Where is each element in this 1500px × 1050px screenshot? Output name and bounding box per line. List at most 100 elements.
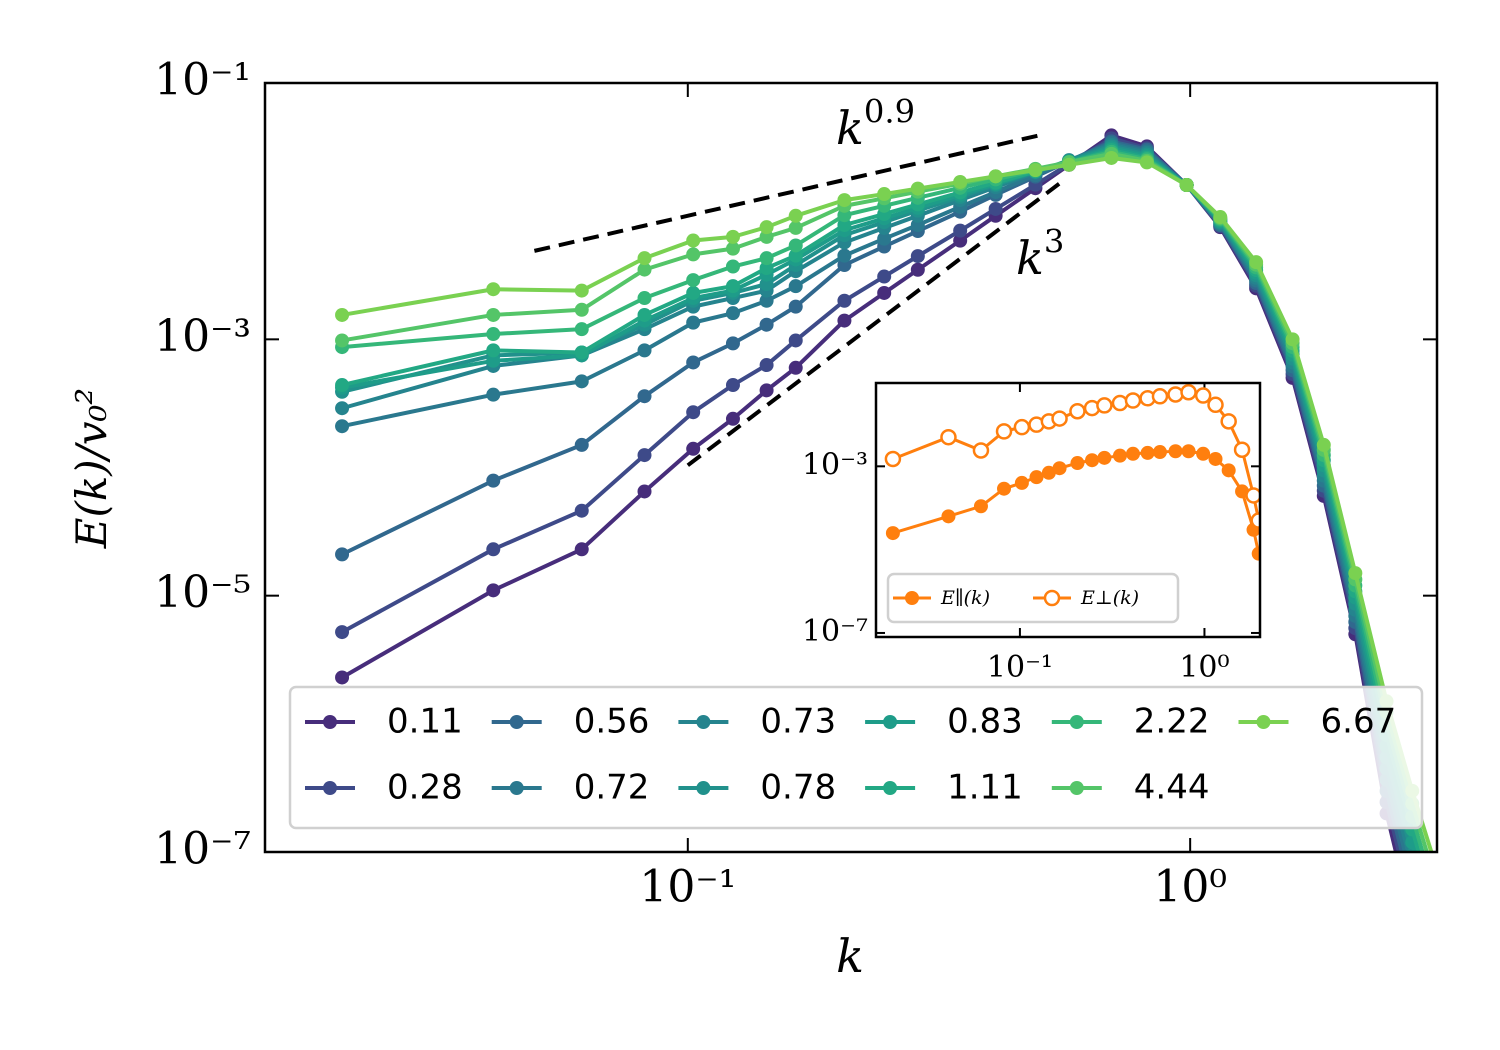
data-point <box>837 313 852 328</box>
data-point <box>1208 451 1223 466</box>
data-point <box>837 217 852 232</box>
data-point <box>953 174 968 189</box>
legend-label: E∥(k) <box>940 587 990 609</box>
legend-label: 0.11 <box>387 702 463 742</box>
data-point <box>1249 255 1264 270</box>
data-point <box>941 509 956 524</box>
data-point <box>988 169 1003 184</box>
data-point <box>486 387 501 402</box>
series-group <box>884 383 1260 561</box>
legend-label: 6.67 <box>1321 702 1397 742</box>
data-point <box>940 428 957 446</box>
data-point <box>335 625 350 640</box>
data-point <box>486 473 501 488</box>
data-point <box>1096 397 1113 414</box>
data-point <box>1069 402 1086 420</box>
data-point <box>335 419 350 434</box>
x-tick-label: 10⁰ <box>1179 650 1229 685</box>
guide-label: k3 <box>1016 222 1064 285</box>
data-point <box>574 322 589 337</box>
data-point <box>759 383 774 398</box>
legend: E∥(k) E⊥(k) <box>886 572 1180 624</box>
data-point <box>759 317 774 332</box>
data-point <box>637 262 652 277</box>
data-point <box>574 283 589 298</box>
data-point <box>574 345 589 360</box>
data-point <box>686 285 701 300</box>
data-point <box>1251 546 1260 561</box>
data-point <box>1140 445 1155 460</box>
data-point <box>788 208 803 223</box>
y-tick-label: 10⁻⁵ <box>154 567 251 618</box>
data-point <box>486 542 501 557</box>
data-point <box>1316 437 1331 452</box>
data-point <box>725 378 740 393</box>
legend: 0.11 0.28 0.56 0.72 0.73 0.78 0.83 1.11 2.22 4.44… <box>288 685 1424 830</box>
y-tick-label: 10⁻¹ <box>154 55 251 106</box>
data-point <box>1104 150 1119 165</box>
data-point <box>1168 444 1183 459</box>
data-point <box>637 389 652 404</box>
data-point <box>837 193 852 208</box>
data-point <box>788 360 803 375</box>
data-point <box>574 374 589 389</box>
data-point <box>637 343 652 358</box>
guide-line <box>533 133 1040 253</box>
data-point <box>1124 392 1142 409</box>
legend-marker <box>905 591 919 605</box>
data-point <box>1179 178 1194 193</box>
data-point <box>995 423 1013 440</box>
data-point <box>1028 163 1043 178</box>
data-point <box>574 302 589 317</box>
legend-label: 0.72 <box>574 768 650 808</box>
data-point <box>637 484 652 499</box>
legend-marker <box>509 781 524 795</box>
data-point <box>1013 418 1031 436</box>
data-point <box>759 229 774 244</box>
y-tick-label: 10⁻³ <box>154 311 251 362</box>
data-point <box>788 238 803 253</box>
legend-marker <box>883 781 898 795</box>
legend-marker <box>883 715 898 729</box>
data-point <box>1213 210 1228 225</box>
data-point <box>1111 394 1129 412</box>
data-point <box>1181 444 1196 459</box>
guide-label-base: k <box>836 101 864 155</box>
legend-marker <box>323 781 337 795</box>
data-point <box>1125 446 1140 461</box>
data-point <box>1139 155 1154 170</box>
x-tick-label: 10⁰ <box>1153 862 1227 913</box>
data-point <box>1112 448 1127 463</box>
data-point <box>335 378 350 393</box>
data-point <box>1062 157 1077 172</box>
data-point <box>725 259 740 274</box>
legend-marker <box>1043 589 1061 607</box>
data-point <box>1221 463 1236 478</box>
data-point <box>1180 383 1197 401</box>
legend-label: 0.28 <box>387 768 463 808</box>
data-point <box>988 201 1003 216</box>
legend-marker <box>509 715 524 729</box>
data-point <box>686 233 701 248</box>
data-point <box>1220 413 1237 430</box>
data-point <box>788 299 803 314</box>
legend-label: 4.44 <box>1134 768 1210 808</box>
data-point <box>686 405 701 420</box>
data-point <box>1348 566 1363 581</box>
data-point <box>686 247 701 262</box>
axes-frame <box>874 381 1262 639</box>
data-point <box>1233 441 1251 458</box>
data-point <box>788 279 803 294</box>
data-point <box>686 315 701 330</box>
data-point <box>335 401 350 416</box>
guide-line <box>686 181 1061 467</box>
data-point <box>1070 456 1085 471</box>
legend-marker <box>696 715 711 729</box>
data-point <box>725 241 740 256</box>
guide-label-exponent: 3 <box>1044 222 1064 260</box>
data-point <box>486 282 501 297</box>
data-point <box>953 233 968 248</box>
legend-label: E⊥(k) <box>1080 587 1139 609</box>
data-point <box>788 333 803 348</box>
data-point <box>686 441 701 456</box>
